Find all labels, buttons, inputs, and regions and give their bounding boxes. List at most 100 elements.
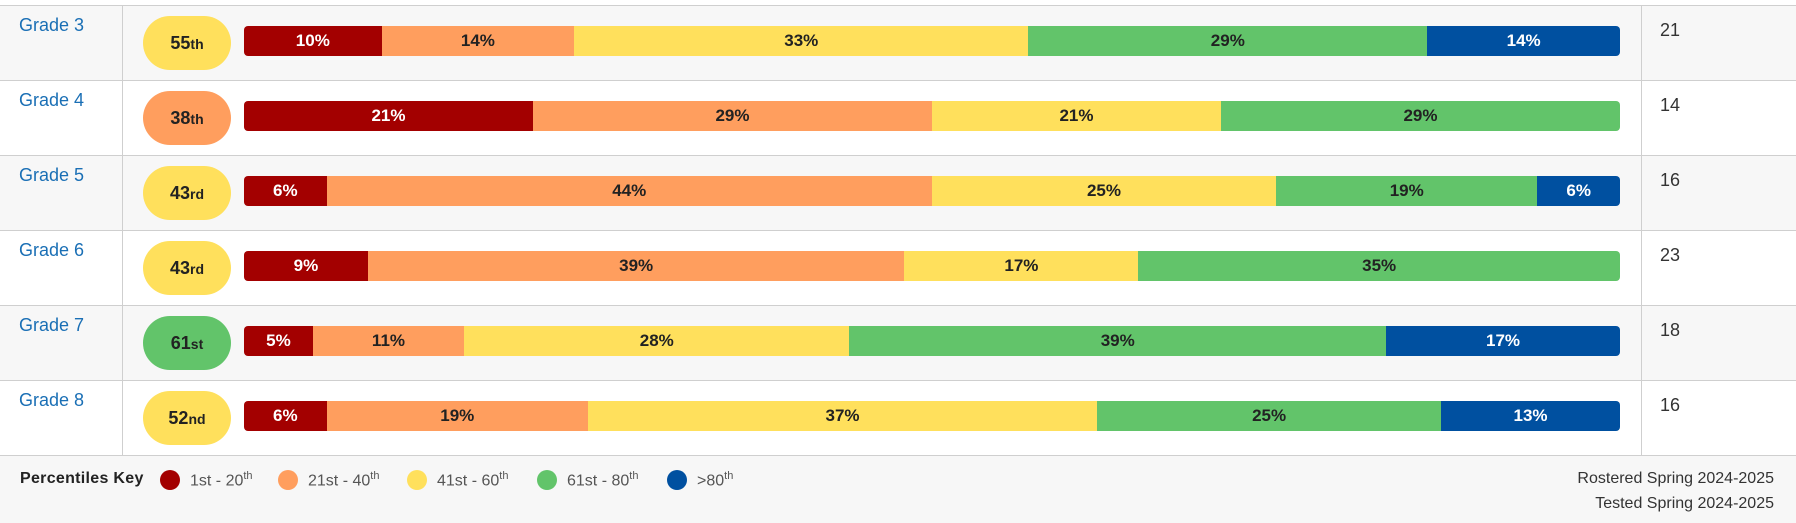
bar-segment: 44% bbox=[326, 176, 932, 206]
student-count: 23 bbox=[1660, 245, 1681, 265]
table-row: Grade 3 55th 10% 14% 33% 29% 14% 21 bbox=[0, 6, 1796, 81]
legend-label: 1st - 20th bbox=[190, 470, 253, 490]
bar-segment: 28% bbox=[464, 326, 850, 356]
percentile-value: 61 bbox=[170, 333, 191, 353]
stacked-bar: 5% 11% 28% 39% 17% bbox=[244, 326, 1620, 356]
bar-segment: 6% bbox=[244, 176, 327, 206]
percentile-suffix: rd bbox=[190, 261, 205, 277]
bar-segment: 10% bbox=[244, 26, 382, 56]
bar-segment: 9% bbox=[244, 251, 368, 281]
bar-segment: 13% bbox=[1441, 401, 1620, 431]
percentile-value: 55 bbox=[170, 33, 191, 53]
percentile-value: 38 bbox=[170, 108, 191, 128]
percentile-suffix: th bbox=[190, 111, 204, 127]
bar-segment: 25% bbox=[931, 176, 1276, 206]
bar-segment: 14% bbox=[1427, 26, 1620, 56]
legend-item: >80th bbox=[667, 470, 734, 491]
percentiles-key-title: Percentiles Key bbox=[20, 470, 144, 487]
bar-segment: 17% bbox=[1386, 326, 1620, 356]
legend-swatch bbox=[407, 470, 427, 491]
column-divider bbox=[1641, 231, 1642, 305]
column-divider bbox=[122, 6, 123, 80]
legend-label: 61st - 80th bbox=[567, 470, 639, 490]
stacked-bar: 6% 19% 37% 25% 13% bbox=[244, 401, 1620, 431]
bar-segment: 6% bbox=[1537, 176, 1620, 206]
legend-item: 61st - 80th bbox=[537, 470, 639, 491]
tested-label: Tested Spring 2024-2025 bbox=[1595, 495, 1774, 512]
grade-link[interactable]: Grade 6 bbox=[19, 240, 85, 260]
bar-segment: 37% bbox=[587, 401, 1098, 431]
bar-segment: 5% bbox=[244, 326, 313, 356]
percentile-suffix: th bbox=[190, 36, 204, 52]
legend-item: 1st - 20th bbox=[160, 470, 253, 491]
grade-link[interactable]: Grade 8 bbox=[19, 390, 85, 410]
footer: Percentiles Key 1st - 20th 21st - 40th 41s… bbox=[0, 456, 1796, 523]
grade-link[interactable]: Grade 5 bbox=[19, 165, 85, 185]
percentile-suffix: nd bbox=[188, 411, 206, 427]
percentile-value: 43 bbox=[169, 183, 191, 203]
column-divider bbox=[1641, 156, 1642, 230]
bar-segment: 39% bbox=[849, 326, 1387, 356]
legend-label: 21st - 40th bbox=[308, 470, 380, 490]
student-count: 16 bbox=[1660, 170, 1681, 190]
legend-swatch bbox=[278, 470, 298, 491]
column-divider bbox=[122, 81, 123, 155]
bar-segment: 25% bbox=[1097, 401, 1442, 431]
stacked-bar: 6% 44% 25% 19% 6% bbox=[244, 176, 1620, 206]
column-divider bbox=[122, 231, 123, 305]
percentile-badge: 61st bbox=[143, 316, 231, 370]
student-count: 18 bbox=[1660, 320, 1681, 340]
bar-segment: 14% bbox=[381, 26, 575, 56]
column-divider bbox=[122, 156, 123, 230]
bar-segment: 33% bbox=[574, 26, 1029, 56]
percentile-suffix: st bbox=[190, 336, 204, 352]
stacked-bar: 9% 39% 17% 35% bbox=[244, 251, 1620, 281]
percentile-badge: 38th bbox=[143, 91, 231, 145]
legend-label: >80th bbox=[697, 470, 734, 490]
column-divider bbox=[122, 306, 123, 380]
percentile-value: 52 bbox=[168, 408, 189, 428]
column-divider bbox=[122, 381, 123, 455]
table-row: Grade 4 38th 21% 29% 21% 29% 14 bbox=[0, 81, 1796, 156]
table-row: Grade 6 43rd 9% 39% 17% 35% 23 bbox=[0, 231, 1796, 306]
grade-table: Grade 3 55th 10% 14% 33% 29% 14% 21 Grade 4 38th 2… bbox=[0, 5, 1796, 456]
percentile-badge: 55th bbox=[143, 16, 231, 70]
percentile-badge: 52nd bbox=[143, 391, 231, 445]
grade-link[interactable]: Grade 7 bbox=[19, 315, 85, 335]
percentile-badge: 43rd bbox=[143, 241, 231, 295]
legend-swatch bbox=[537, 470, 557, 491]
legend-swatch bbox=[160, 470, 180, 491]
column-divider bbox=[1641, 381, 1642, 455]
table-row: Grade 7 61st 5% 11% 28% 39% 17% 18 bbox=[0, 306, 1796, 381]
table-row: Grade 5 43rd 6% 44% 25% 19% 6% 16 bbox=[0, 156, 1796, 231]
grade-link[interactable]: Grade 4 bbox=[19, 90, 85, 110]
legend-item: 41st - 60th bbox=[407, 470, 509, 491]
bar-segment: 17% bbox=[904, 251, 1139, 281]
bar-segment: 35% bbox=[1138, 251, 1620, 281]
column-divider bbox=[1641, 6, 1642, 80]
student-count: 21 bbox=[1660, 20, 1681, 40]
legend-label: 41st - 60th bbox=[437, 470, 509, 490]
bar-segment: 6% bbox=[244, 401, 327, 431]
stacked-bar: 10% 14% 33% 29% 14% bbox=[244, 26, 1620, 56]
bar-segment: 11% bbox=[312, 326, 465, 356]
bar-segment: 29% bbox=[1028, 26, 1428, 56]
bar-segment: 19% bbox=[1275, 176, 1538, 206]
rostered-label: Rostered Spring 2024-2025 bbox=[1577, 470, 1774, 487]
legend-swatch bbox=[667, 470, 687, 491]
percentile-suffix: rd bbox=[190, 186, 205, 202]
student-count: 16 bbox=[1660, 395, 1681, 415]
grade-link[interactable]: Grade 3 bbox=[19, 15, 85, 35]
percentile-value: 43 bbox=[169, 258, 191, 278]
column-divider bbox=[1641, 81, 1642, 155]
student-count: 14 bbox=[1660, 95, 1681, 115]
bar-segment: 29% bbox=[532, 101, 932, 131]
bar-segment: 19% bbox=[326, 401, 588, 431]
percentile-badge: 43rd bbox=[143, 166, 231, 220]
table-row: Grade 8 52nd 6% 19% 37% 25% 13% 16 bbox=[0, 381, 1796, 456]
bar-segment: 21% bbox=[931, 101, 1221, 131]
bar-segment: 29% bbox=[1220, 101, 1620, 131]
stacked-bar: 21% 29% 21% 29% bbox=[244, 101, 1620, 131]
bar-segment: 21% bbox=[244, 101, 533, 131]
column-divider bbox=[1641, 306, 1642, 380]
